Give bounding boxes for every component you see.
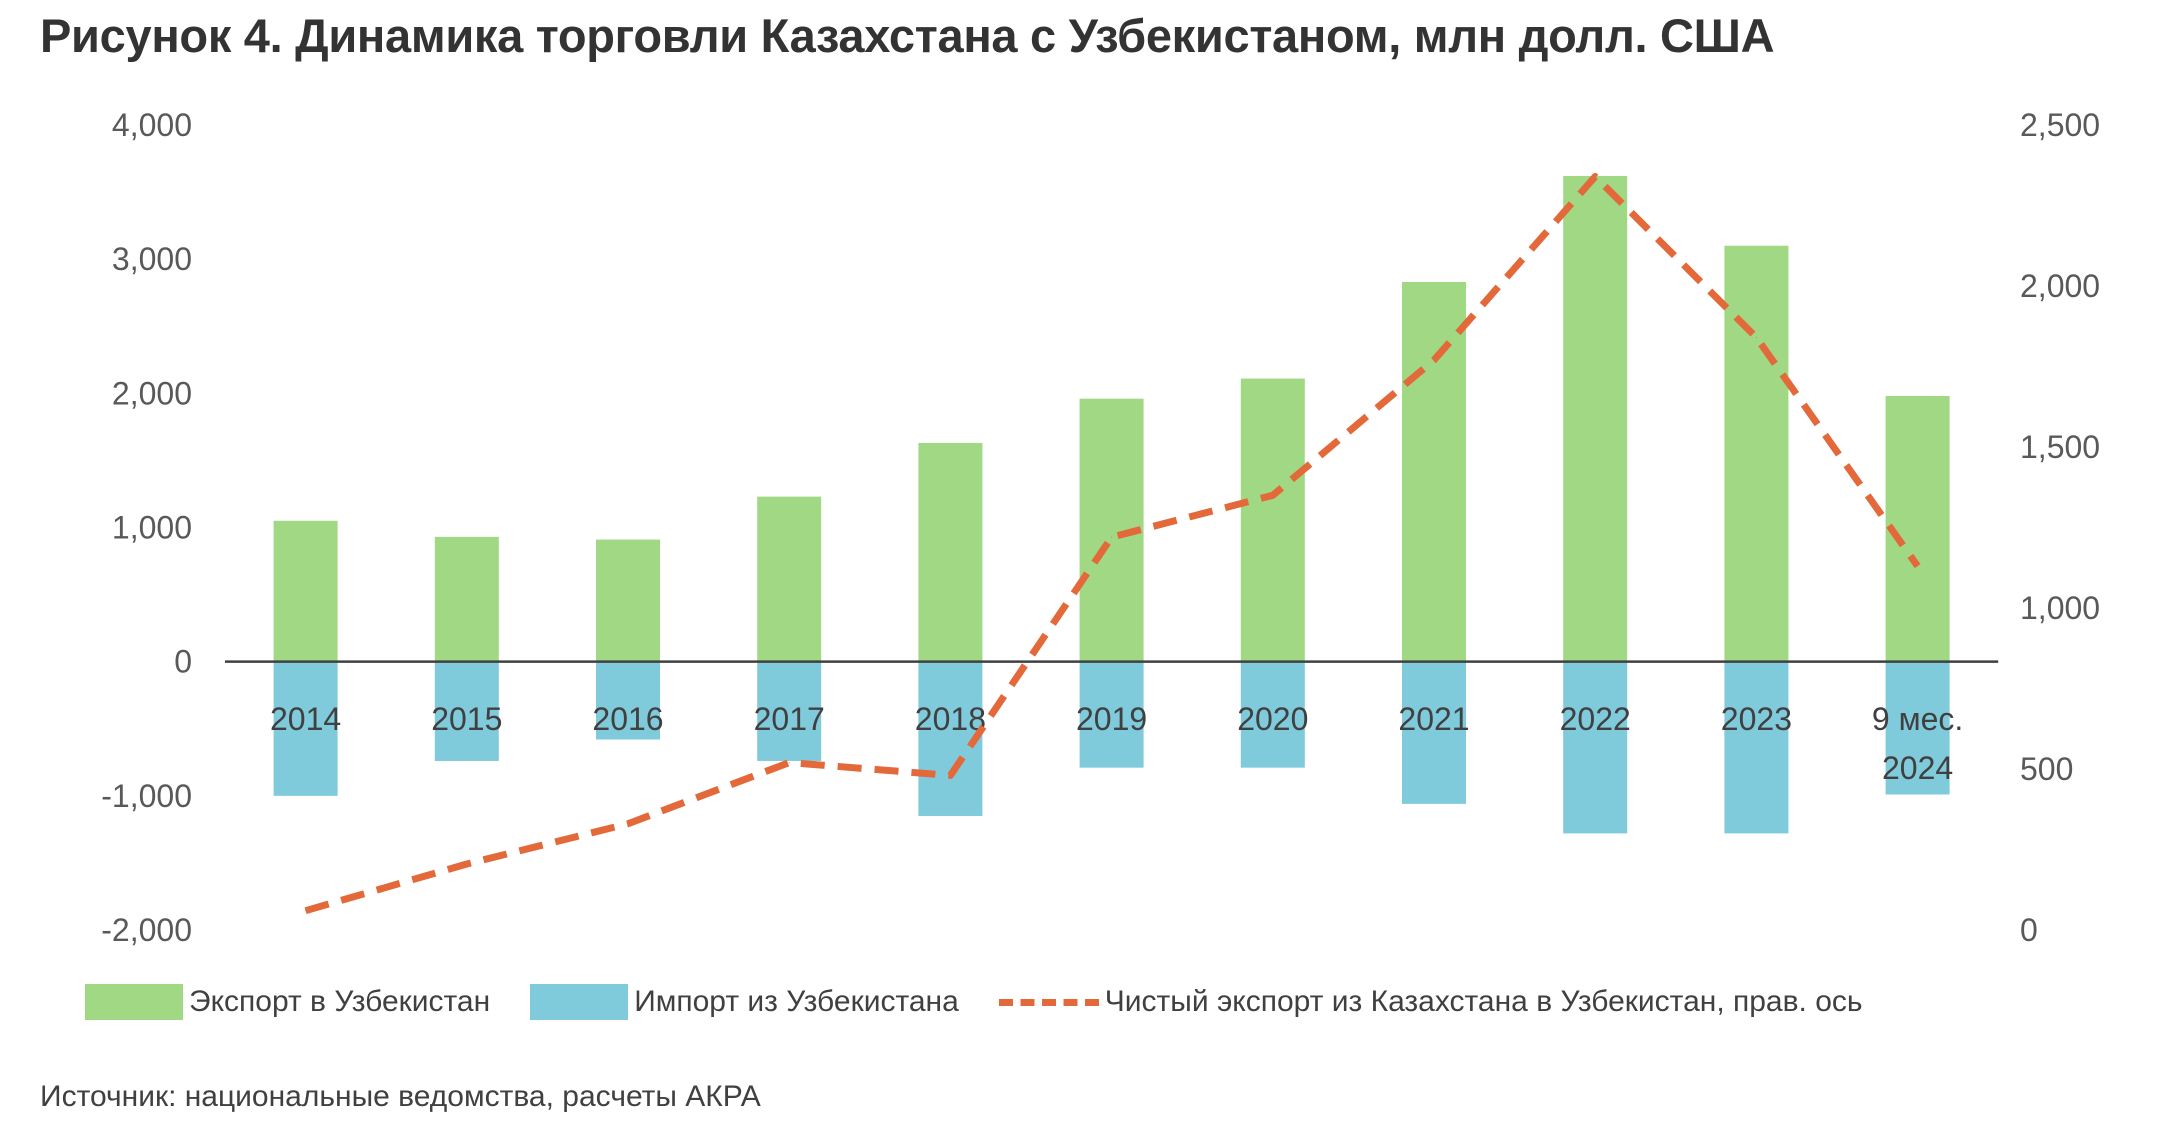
- point-net-export-2021: [1433, 359, 1435, 361]
- legend-swatch-import: [530, 984, 629, 1020]
- bar-export-2021: [1402, 281, 1466, 662]
- x-category-label: 2022: [1560, 701, 1631, 737]
- bar-export-2022: [1563, 175, 1628, 662]
- x-category-label: 2017: [754, 701, 825, 737]
- y-right-tick-label: 2,500: [2020, 107, 2100, 143]
- x-category-label: 2024: [1882, 750, 1953, 786]
- bar-import-2020: [1240, 661, 1305, 768]
- point-net-export-2016: [627, 823, 629, 825]
- x-category-label: 2015: [431, 701, 502, 737]
- y-left-tick-label: 3,000: [112, 241, 192, 277]
- bar-export-2018: [918, 442, 983, 662]
- bar-import-2021: [1402, 661, 1466, 804]
- legend-label-net-export: Чистый экспорт из Казахстана в Узбекиста…: [1104, 985, 1863, 1018]
- point-net-export-2019: [1111, 536, 1113, 538]
- y-left-tick-label: 1,000: [112, 510, 192, 546]
- y-left-tick-label: -1,000: [101, 778, 192, 814]
- chart-source-note: Источник: национальные ведомства, расчет…: [40, 1080, 761, 1113]
- x-category-label: 2018: [915, 701, 986, 737]
- y-right-tick-label: 1,000: [2020, 590, 2100, 626]
- y-right-tick-label: 1,500: [2020, 429, 2100, 465]
- legend-swatch-net-export: [998, 998, 1099, 1006]
- point-net-export-2022: [1594, 176, 1596, 178]
- chart-title: Рисунок 4. Динамика торговли Казахстана …: [40, 9, 1775, 62]
- point-net-export-2018: [949, 774, 951, 776]
- bar-export-2017: [757, 496, 822, 662]
- legend-label-export: Экспорт в Узбекистан: [189, 985, 491, 1018]
- line-net-export: [304, 173, 1921, 915]
- legend-item-export: Экспорт в Узбекистан: [85, 984, 490, 1020]
- x-category-label: 2023: [1721, 701, 1792, 737]
- y-right-tick-label: 2,000: [2020, 268, 2100, 304]
- y-left-tick-label: 2,000: [112, 375, 192, 411]
- bar-import-2019: [1079, 661, 1144, 768]
- bar-import-2014: [273, 661, 338, 796]
- bar-export-2014: [273, 520, 338, 662]
- x-category-label: 2019: [1076, 701, 1147, 737]
- x-category-label: 2016: [592, 701, 663, 737]
- bar-import-2023: [1724, 661, 1789, 834]
- y-right-tick-label: 500: [2020, 751, 2073, 787]
- y-left-tick-label: 0: [174, 644, 192, 680]
- y-right-tick-label: 0: [2020, 912, 2038, 948]
- point-net-export-2020: [1272, 494, 1274, 496]
- legend-item-net-export: Чистый экспорт из Казахстана в Узбекиста…: [998, 985, 1863, 1019]
- bar-import-2015: [434, 661, 499, 761]
- legend-item-import: Импорт из Узбекистана: [530, 984, 959, 1020]
- legend-swatch-export: [85, 984, 183, 1020]
- x-category-label: 2020: [1237, 701, 1308, 737]
- point-net-export-9-мес.-2024: [1917, 565, 1919, 567]
- bar-export-2020: [1240, 378, 1305, 662]
- bar-export-2015: [434, 536, 499, 662]
- point-net-export-2017: [788, 762, 790, 764]
- bar-import-2016: [596, 661, 660, 740]
- y-left-tick-label: -2,000: [101, 912, 192, 948]
- bar-export-2016: [596, 539, 660, 662]
- y-left-tick-label: 4,000: [112, 107, 192, 143]
- bar-import-2017: [757, 661, 822, 761]
- bar-import-9-мес.-2024: [1885, 661, 1950, 795]
- legend-label-import: Импорт из Узбекистана: [634, 985, 959, 1018]
- point-net-export-2023: [1755, 337, 1757, 339]
- bar-export-9-мес.-2024: [1885, 396, 1950, 662]
- point-net-export-2014: [305, 910, 307, 912]
- bar-import-2022: [1563, 661, 1628, 834]
- point-net-export-2015: [466, 863, 468, 865]
- chart-legend: Экспорт в Узбекистан Импорт из Узбекиста…: [85, 984, 1903, 1020]
- bar-export-2023: [1724, 245, 1789, 662]
- x-category-label: 2014: [270, 701, 341, 737]
- x-category-label: 9 мес.: [1872, 701, 1963, 737]
- x-category-label: 2021: [1398, 701, 1469, 737]
